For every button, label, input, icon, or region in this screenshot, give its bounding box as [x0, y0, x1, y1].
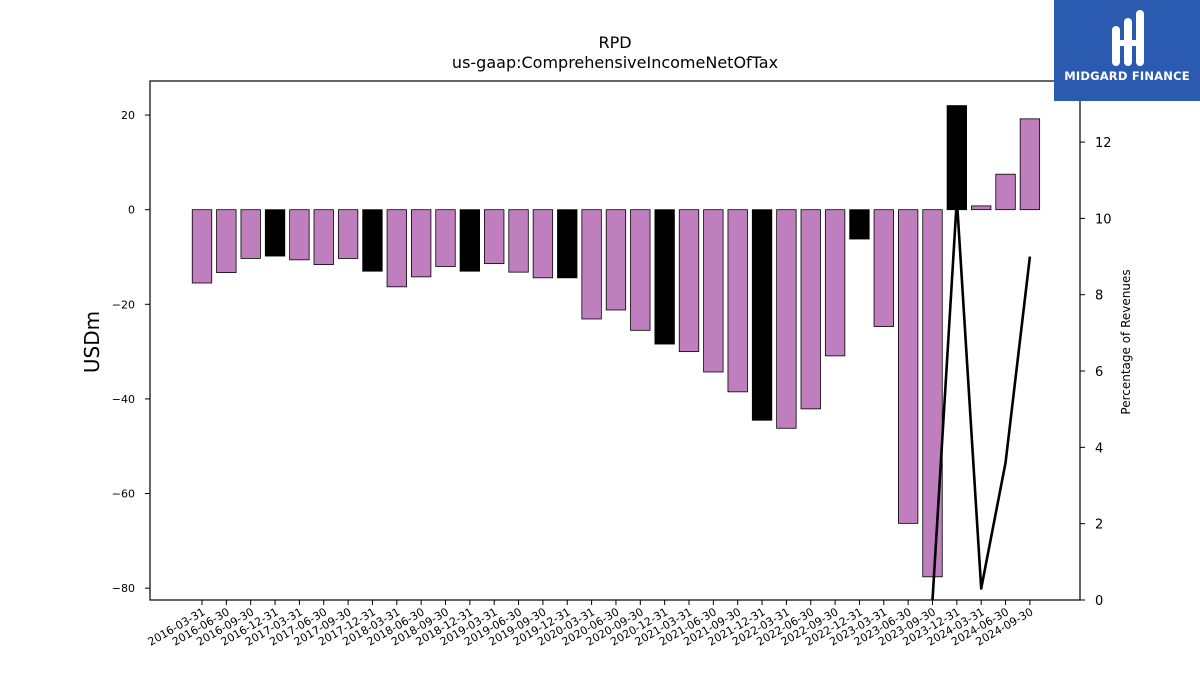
bar-2023-09-30: [922, 209, 943, 578]
bar-2024-06-30: [995, 173, 1016, 211]
bar-2016-12-31: [264, 209, 286, 257]
line-layer: [931, 198, 1032, 601]
bar-2017-06-30: [313, 209, 334, 265]
y-tick-label: 20: [121, 109, 135, 122]
y2-tick-label: 2: [1095, 518, 1103, 533]
bar-2022-03-31: [776, 209, 797, 429]
bar-2019-03-31: [484, 209, 505, 265]
chart-subtitle: us-gaap:ComprehensiveIncomeNetOfTax: [452, 53, 778, 72]
chart-title: RPD: [598, 33, 631, 52]
plot-frame: [149, 80, 1081, 601]
bar-2019-09-30: [532, 209, 554, 279]
bar-2024-03-31: [971, 205, 992, 211]
y2-tick-label: 6: [1095, 365, 1103, 380]
bar-2020-09-30: [630, 209, 651, 331]
y2-tick-label: 0: [1095, 594, 1103, 609]
bar-2020-06-30: [605, 209, 627, 311]
bar-2020-12-31: [654, 209, 675, 345]
bar-2019-06-30: [508, 209, 529, 273]
bar-2017-12-31: [362, 209, 383, 272]
bar-2020-03-31: [581, 209, 602, 320]
line-series-path: [931, 198, 1032, 601]
y-tick-label: −20: [112, 298, 135, 311]
y2-tick-label: 12: [1095, 136, 1112, 151]
y2-tick-label: 4: [1095, 441, 1103, 456]
x-axis: 2016-03-312016-06-302016-09-302016-12-31…: [146, 600, 1035, 649]
bar-2018-03-31: [386, 209, 407, 288]
y-tick-label: −80: [112, 582, 135, 595]
y2-tick-label: 10: [1095, 212, 1112, 227]
bars-layer: [191, 105, 1041, 578]
bar-2016-06-30: [216, 209, 237, 274]
bar-2021-03-31: [678, 209, 700, 353]
y2-axis: 0 2 4 6 8 10 12: [1080, 136, 1112, 609]
bar-2023-06-30: [898, 209, 919, 524]
y-axis-label: USDm: [80, 311, 104, 373]
bar-2024-09-30: [1019, 118, 1041, 211]
bar-2019-12-31: [557, 209, 578, 279]
bar-2017-03-31: [289, 209, 310, 261]
bar-2018-06-30: [410, 209, 432, 278]
y2-tick-label: 8: [1095, 289, 1103, 304]
bar-2021-06-30: [703, 209, 724, 373]
bar-2023-03-31: [873, 209, 894, 327]
bar-2022-12-31: [849, 209, 870, 240]
y-tick-label: −40: [112, 393, 135, 406]
bar-2022-06-30: [800, 209, 821, 410]
midgard-logo-icon: [1112, 10, 1144, 66]
y-tick-label: −60: [112, 488, 135, 501]
bar-2021-09-30: [727, 209, 748, 393]
bar-2022-09-30: [824, 209, 846, 357]
bar-2023-12-31: [946, 105, 967, 211]
y2-axis-label: Percentage of Revenues: [1119, 269, 1133, 414]
logo-text: MIDGARD FINANCE: [1064, 69, 1190, 83]
bar-2018-12-31: [459, 209, 481, 272]
bar-2017-09-30: [337, 209, 359, 259]
bar-2016-03-31: [191, 209, 213, 284]
bar-2016-09-30: [240, 209, 261, 259]
bar-2018-09-30: [435, 209, 456, 267]
bar-2021-12-31: [751, 209, 773, 421]
logo: MIDGARD FINANCE: [1054, 0, 1200, 101]
y-axis: 20 0 −20 −40 −60 −80: [112, 109, 150, 595]
y-tick-label: 0: [128, 204, 135, 217]
